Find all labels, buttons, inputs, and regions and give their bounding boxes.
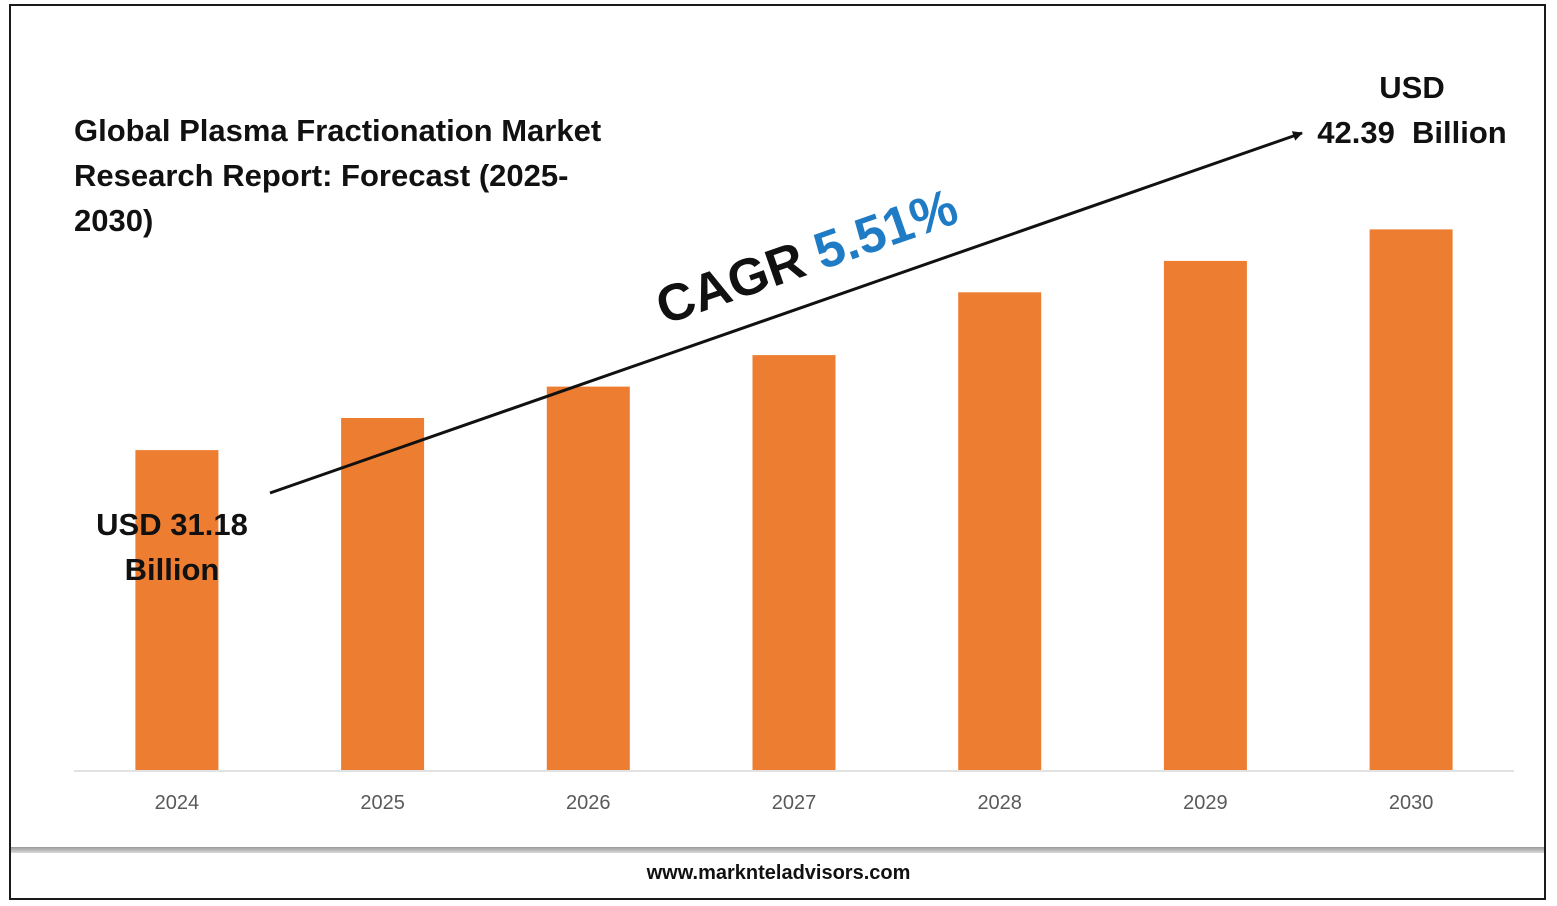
cagr-label: CAGR	[649, 231, 813, 336]
end-value-line2: 42.39 Billion	[1317, 115, 1507, 150]
bars-group	[135, 229, 1453, 770]
x-tick-2029: 2029	[1183, 792, 1228, 814]
website-url[interactable]: www.marknteladvisors.com	[646, 862, 911, 884]
bar-2030	[1369, 229, 1453, 770]
x-tick-2028: 2028	[977, 792, 1022, 814]
bar-2028	[958, 292, 1042, 770]
start-value-line2: Billion	[125, 552, 220, 587]
x-tick-2026: 2026	[566, 792, 611, 814]
x-tick-labels: 2024 2025 2026 2027 2028 2029 2030	[155, 792, 1434, 814]
start-value-line1: USD 31.18	[96, 507, 248, 542]
bar-2026	[546, 386, 630, 770]
x-tick-2024: 2024	[155, 792, 200, 814]
cagr-annotation: CAGR5.51%	[649, 178, 965, 336]
bar-2027	[752, 355, 836, 770]
cagr-value: 5.51%	[807, 178, 965, 281]
chart-title: Global Plasma Fractionation Market Resea…	[74, 113, 602, 238]
bar-2025	[341, 418, 425, 770]
bar-2029	[1163, 260, 1247, 770]
end-value-line1: USD	[1379, 70, 1444, 105]
x-tick-2027: 2027	[772, 792, 817, 814]
x-tick-2030: 2030	[1389, 792, 1434, 814]
footer-divider	[11, 847, 1544, 853]
x-tick-2025: 2025	[360, 792, 405, 814]
growth-arrow	[269, 131, 1303, 495]
bar-2024	[135, 450, 219, 770]
